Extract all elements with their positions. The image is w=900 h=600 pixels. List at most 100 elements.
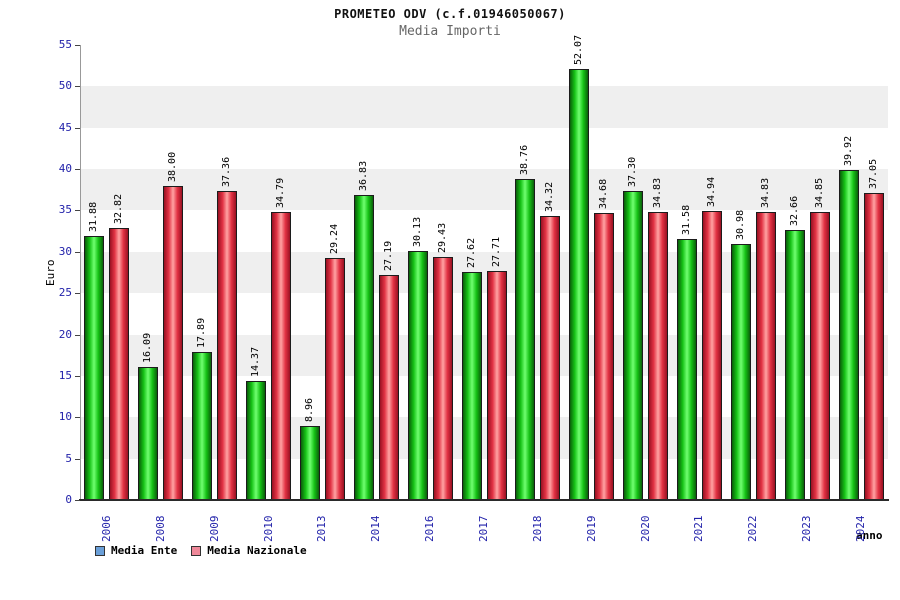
bar-media-ente <box>84 236 105 500</box>
bar-media-nazionale <box>217 191 238 500</box>
y-tick-mark <box>75 500 80 501</box>
bar-value-label: 37.30 <box>627 156 639 187</box>
x-tick-label: 2018 <box>530 515 544 543</box>
y-tick-mark <box>75 334 80 336</box>
chart-title: PROMETEO ODV (c.f.01946050067) <box>334 7 566 21</box>
plot-band <box>81 210 888 252</box>
y-tick-label: 30 <box>58 244 72 258</box>
x-axis-title: anno <box>856 529 883 542</box>
bar-media-nazionale <box>594 213 615 500</box>
x-tick-label: 2024 <box>854 515 868 543</box>
plot-band <box>81 334 888 376</box>
bar-value-label: 29.24 <box>328 223 340 254</box>
legend-swatch <box>95 545 105 556</box>
x-tick-label: 2006 <box>99 515 113 543</box>
bar-value-label: 27.62 <box>465 237 477 268</box>
bar-media-ente <box>623 191 644 500</box>
bar-value-label: 34.68 <box>598 178 610 209</box>
legend-label: Media Ente <box>111 544 178 557</box>
y-tick-label: 20 <box>58 327 72 341</box>
legend-item: Media Ente <box>95 544 177 557</box>
bar-media-ente <box>353 195 374 500</box>
bar-value-label: 36.83 <box>357 160 369 191</box>
bar-media-nazionale <box>163 186 184 500</box>
bar-value-label: 34.79 <box>275 177 287 208</box>
plot-area <box>80 45 888 500</box>
bar-value-label: 30.13 <box>411 216 423 247</box>
y-tick-mark <box>75 417 80 419</box>
bar-media-ente <box>299 426 320 500</box>
bar-media-ente <box>515 179 536 500</box>
bar-value-label: 34.83 <box>759 177 771 208</box>
bar-value-label: 29.43 <box>436 222 448 253</box>
bar-media-ente <box>138 367 159 500</box>
x-tick-label: 2016 <box>423 515 437 543</box>
y-tick-label: 35 <box>58 203 72 217</box>
bar-value-label: 38.00 <box>167 151 179 182</box>
bar-media-ente <box>784 230 805 500</box>
bar-media-nazionale <box>755 212 776 500</box>
bar-media-nazionale <box>432 257 453 500</box>
y-tick-mark <box>75 169 80 171</box>
bar-media-nazionale <box>109 228 130 500</box>
bar-value-label: 34.94 <box>705 176 717 207</box>
x-tick-label: 2020 <box>638 515 652 543</box>
y-tick-label: 55 <box>58 38 72 51</box>
bar-media-nazionale <box>271 212 292 500</box>
x-tick-label: 2021 <box>692 515 706 543</box>
chart-subtitle: Media Importi <box>399 24 501 39</box>
bar-value-label: 38.76 <box>519 144 531 175</box>
y-tick-label: 45 <box>58 120 72 134</box>
bar-media-ente <box>246 381 267 500</box>
bar-value-label: 34.83 <box>652 177 664 208</box>
y-tick-mark <box>75 375 80 377</box>
plot-band <box>81 127 888 170</box>
bar-media-ente <box>676 239 697 500</box>
y-tick-label: 40 <box>58 162 72 176</box>
bar-media-ente <box>730 244 751 500</box>
legend: Media Ente Media Nazionale <box>95 544 307 557</box>
x-tick-label: 2022 <box>746 515 760 543</box>
y-tick-label: 0 <box>65 493 72 506</box>
bar-value-label: 30.98 <box>734 209 746 240</box>
bar-media-nazionale <box>701 211 722 500</box>
plot-band <box>81 169 888 211</box>
y-tick-mark <box>75 86 80 88</box>
bar-value-label: 34.32 <box>544 181 556 212</box>
x-tick-label: 2019 <box>584 515 598 543</box>
y-tick-label: 5 <box>65 451 72 465</box>
legend-swatch <box>191 545 202 556</box>
bar-value-label: 16.09 <box>142 332 154 363</box>
bar-media-nazionale <box>540 216 561 500</box>
x-tick-label: 2023 <box>800 515 814 543</box>
bar-value-label: 8.96 <box>303 397 315 422</box>
plot-band <box>81 293 888 335</box>
bar-value-label: 31.88 <box>88 201 100 232</box>
x-tick-label: 2010 <box>261 515 275 543</box>
bar-value-label: 34.85 <box>813 177 825 208</box>
bar-value-label: 17.89 <box>196 317 208 348</box>
bar-media-ente <box>569 69 590 500</box>
y-tick-mark <box>75 251 80 253</box>
y-tick-mark <box>75 210 80 212</box>
y-tick-mark <box>75 45 80 46</box>
x-tick-label: 2008 <box>153 515 167 543</box>
y-tick-label: 15 <box>58 368 72 382</box>
plot-band <box>81 375 888 418</box>
plot-band <box>81 458 888 500</box>
bar-media-ente <box>192 352 213 500</box>
bar-value-label: 32.82 <box>113 193 125 224</box>
bar-media-nazionale <box>863 193 884 500</box>
bar-media-nazionale <box>324 258 345 500</box>
bar-media-nazionale <box>486 271 507 500</box>
x-tick-label: 2014 <box>369 515 383 543</box>
x-axis-line <box>79 499 889 501</box>
bar-media-ente <box>407 251 428 500</box>
bar-value-label: 31.58 <box>680 204 692 235</box>
bar-value-label: 14.37 <box>250 346 262 377</box>
bar-media-ente <box>461 272 482 500</box>
y-tick-mark <box>75 458 80 460</box>
y-tick-label: 10 <box>58 410 72 424</box>
legend-item: Media Nazionale <box>191 544 307 557</box>
